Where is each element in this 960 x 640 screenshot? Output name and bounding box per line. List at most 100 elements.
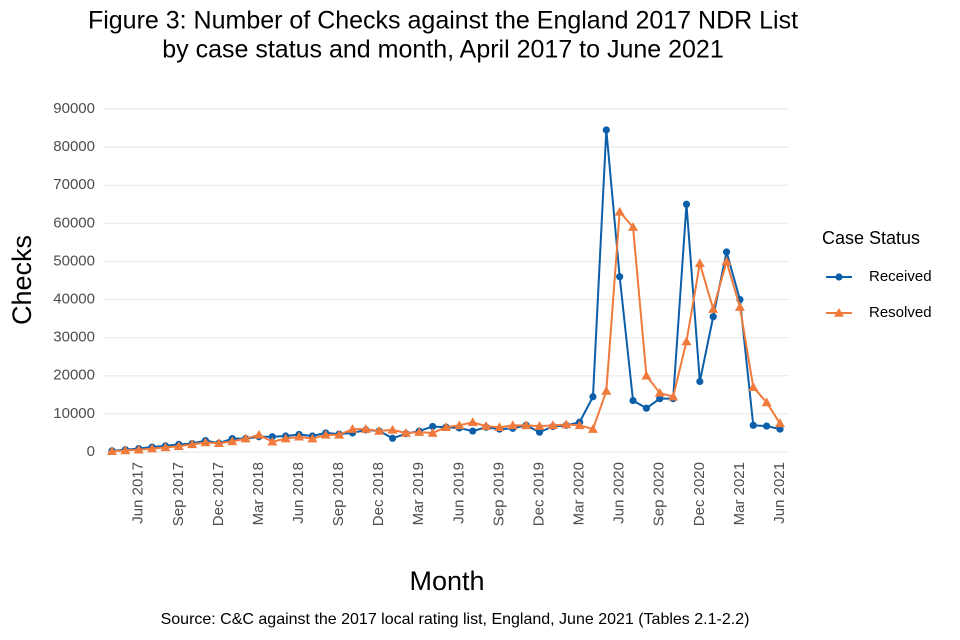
- marker: [107, 446, 117, 455]
- y-tick-label: 80000: [53, 138, 95, 155]
- marker: [521, 420, 532, 430]
- marker: [133, 444, 144, 454]
- x-tick-label: Sep 2018: [330, 462, 347, 526]
- marker: [429, 422, 437, 431]
- y-tick-label: 30000: [53, 329, 95, 346]
- marker: [481, 421, 492, 430]
- x-tick-label: Dec 2018: [370, 462, 387, 526]
- marker: [469, 427, 477, 435]
- marker: [454, 420, 465, 430]
- x-tick-label: Jun 2018: [290, 462, 307, 524]
- marker: [574, 420, 585, 430]
- marker: [280, 433, 291, 443]
- marker: [776, 425, 784, 433]
- marker: [589, 393, 597, 401]
- marker: [682, 200, 691, 208]
- marker: [334, 429, 345, 439]
- marker: [656, 395, 664, 403]
- marker: [761, 397, 772, 407]
- marker: [173, 441, 184, 451]
- marker: [347, 424, 358, 433]
- marker: [494, 422, 505, 431]
- y-tick-label: 50000: [53, 252, 95, 269]
- marker: [708, 304, 719, 313]
- x-tick-label: Jun 2017: [130, 462, 147, 524]
- marker: [654, 387, 665, 397]
- x-axis-label: Month: [409, 566, 484, 596]
- marker: [668, 391, 679, 401]
- marker: [641, 370, 652, 380]
- legend-label: Resolved: [869, 304, 932, 321]
- marker: [200, 437, 211, 447]
- marker: [387, 424, 398, 434]
- marker: [748, 382, 759, 391]
- marker: [400, 427, 411, 437]
- y-tick-label: 70000: [53, 176, 95, 193]
- marker: [775, 418, 785, 428]
- marker: [294, 431, 305, 441]
- x-tick-label: Sep 2017: [170, 462, 187, 526]
- marker: [602, 126, 610, 134]
- x-tick-label: Dec 2017: [210, 462, 227, 526]
- x-tick-label: Mar 2019: [410, 462, 427, 525]
- marker: [414, 427, 425, 436]
- marker: [441, 422, 451, 431]
- marker: [160, 442, 171, 452]
- chart-title: Figure 3: Number of Checks against the E…: [88, 7, 798, 35]
- marker: [642, 404, 651, 412]
- chart-title: by case status and month, April 2017 to …: [162, 36, 724, 64]
- marker: [147, 443, 158, 453]
- x-tick-label: Dec 2019: [530, 462, 547, 526]
- marker: [721, 256, 732, 266]
- series-line: [111, 129, 781, 452]
- marker: [388, 434, 397, 442]
- marker: [694, 258, 705, 268]
- marker: [629, 396, 637, 405]
- marker: [374, 426, 385, 435]
- marker: [614, 206, 625, 216]
- marker: [507, 420, 518, 430]
- marker: [320, 429, 331, 439]
- y-tick-label: 60000: [53, 214, 95, 231]
- marker: [749, 421, 757, 429]
- x-tick-label: Sep 2019: [490, 462, 507, 526]
- x-tick-label: Mar 2020: [571, 462, 588, 525]
- marker: [240, 433, 251, 443]
- x-tick-label: Sep 2020: [651, 462, 668, 526]
- marker: [534, 421, 545, 430]
- x-tick-label: Dec 2020: [691, 462, 708, 526]
- marker: [307, 433, 318, 443]
- y-tick-label: 0: [87, 443, 95, 460]
- caption: Source: C&C against the 2017 local ratin…: [161, 611, 750, 628]
- legend-marker: [834, 308, 844, 317]
- y-tick-label: 10000: [53, 405, 95, 422]
- x-tick-label: Mar 2021: [731, 462, 748, 525]
- marker: [120, 445, 131, 455]
- series-line: [111, 209, 781, 453]
- marker: [587, 424, 598, 433]
- legend-label: Received: [869, 268, 932, 285]
- x-tick-label: Jun 2021: [771, 462, 788, 524]
- marker: [427, 427, 438, 437]
- y-tick-label: 20000: [53, 367, 95, 384]
- legend-title: Case Status: [822, 228, 920, 248]
- marker: [227, 436, 238, 446]
- marker: [360, 424, 371, 433]
- y-axis-label: Checks: [7, 235, 37, 325]
- marker: [561, 419, 572, 429]
- marker: [616, 273, 624, 281]
- marker: [187, 439, 198, 449]
- marker: [628, 222, 639, 231]
- marker: [253, 429, 264, 439]
- legend-marker: [835, 273, 843, 281]
- x-tick-label: Jun 2020: [611, 462, 628, 524]
- marker: [467, 417, 478, 427]
- x-tick-label: Mar 2018: [250, 462, 267, 525]
- marker: [213, 438, 224, 447]
- y-tick-label: 90000: [53, 100, 95, 117]
- marker: [535, 428, 544, 436]
- marker: [267, 436, 278, 446]
- marker: [763, 422, 771, 430]
- marker: [601, 386, 612, 395]
